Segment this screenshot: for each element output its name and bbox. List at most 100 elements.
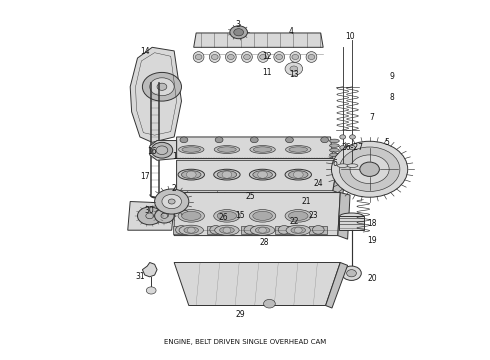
Ellipse shape [178,210,204,222]
Text: 20: 20 [367,274,377,283]
Circle shape [349,135,355,139]
Circle shape [244,226,256,234]
Ellipse shape [217,171,237,179]
Ellipse shape [214,169,240,180]
Circle shape [168,199,175,204]
Ellipse shape [306,51,317,62]
Circle shape [260,54,267,59]
Circle shape [290,66,298,72]
Text: 21: 21 [301,197,311,206]
Text: 26-27: 26-27 [342,143,364,152]
Circle shape [215,137,223,143]
Circle shape [187,227,195,233]
Text: 23: 23 [309,211,318,220]
Circle shape [147,287,156,294]
Circle shape [308,54,315,59]
Text: 9: 9 [389,72,394,81]
Text: 12: 12 [262,52,272,61]
Ellipse shape [220,227,234,233]
Ellipse shape [225,51,236,62]
Circle shape [285,62,303,75]
Text: 22: 22 [289,217,298,226]
Circle shape [292,54,299,59]
Ellipse shape [330,153,339,157]
Polygon shape [194,33,323,47]
Ellipse shape [347,164,358,167]
Polygon shape [143,262,157,277]
Text: 13: 13 [289,70,299,79]
Polygon shape [150,140,176,160]
Circle shape [250,137,258,143]
Ellipse shape [330,144,339,147]
Ellipse shape [286,145,311,153]
Polygon shape [176,137,333,158]
Polygon shape [128,202,174,230]
Text: 3: 3 [235,19,240,28]
Polygon shape [176,160,338,191]
Ellipse shape [249,210,276,222]
Text: 30: 30 [145,206,155,215]
FancyBboxPatch shape [207,226,224,234]
Circle shape [294,171,303,178]
Text: 8: 8 [389,93,394,102]
FancyBboxPatch shape [172,226,190,234]
Ellipse shape [181,211,201,220]
Circle shape [294,227,302,233]
Circle shape [346,270,356,277]
Circle shape [186,171,196,178]
Text: 15: 15 [235,211,245,220]
FancyBboxPatch shape [310,226,327,234]
Ellipse shape [182,147,200,152]
FancyBboxPatch shape [275,226,293,234]
Circle shape [340,145,345,150]
Circle shape [234,29,244,36]
Circle shape [143,72,181,101]
Circle shape [202,201,231,222]
Circle shape [151,142,172,158]
Circle shape [150,78,174,96]
Circle shape [138,207,162,225]
Text: 28: 28 [260,238,270,247]
Ellipse shape [250,225,275,235]
Text: 11: 11 [262,68,272,77]
Text: 5: 5 [384,138,389,147]
Ellipse shape [330,148,339,152]
Circle shape [195,54,202,59]
Ellipse shape [258,51,269,62]
Circle shape [360,162,379,176]
Circle shape [349,145,355,150]
Circle shape [331,141,408,197]
Polygon shape [130,47,181,142]
Circle shape [212,208,221,215]
Ellipse shape [286,225,311,235]
Ellipse shape [285,169,312,180]
Ellipse shape [215,225,239,235]
Text: 14: 14 [140,47,149,56]
Circle shape [175,226,187,234]
FancyBboxPatch shape [241,226,259,234]
Ellipse shape [289,171,308,179]
Circle shape [222,171,232,178]
Ellipse shape [214,210,240,222]
Ellipse shape [290,51,301,62]
Circle shape [180,137,188,143]
Circle shape [155,189,189,214]
Circle shape [259,227,267,233]
Circle shape [278,226,290,234]
Ellipse shape [289,147,308,152]
Ellipse shape [242,51,252,62]
Text: 18: 18 [368,219,377,228]
Ellipse shape [178,169,204,180]
Text: 7: 7 [369,113,374,122]
Text: ENGINE, BELT DRIVEN SINGLE OVERHEAD CAM: ENGINE, BELT DRIVEN SINGLE OVERHEAD CAM [164,339,326,345]
Ellipse shape [339,213,364,220]
Ellipse shape [184,227,198,233]
Ellipse shape [274,51,285,62]
Circle shape [155,209,174,223]
Circle shape [223,227,231,233]
Text: 1: 1 [172,152,176,161]
Polygon shape [174,262,340,306]
Circle shape [195,195,239,227]
Ellipse shape [250,145,275,153]
Ellipse shape [214,145,240,153]
